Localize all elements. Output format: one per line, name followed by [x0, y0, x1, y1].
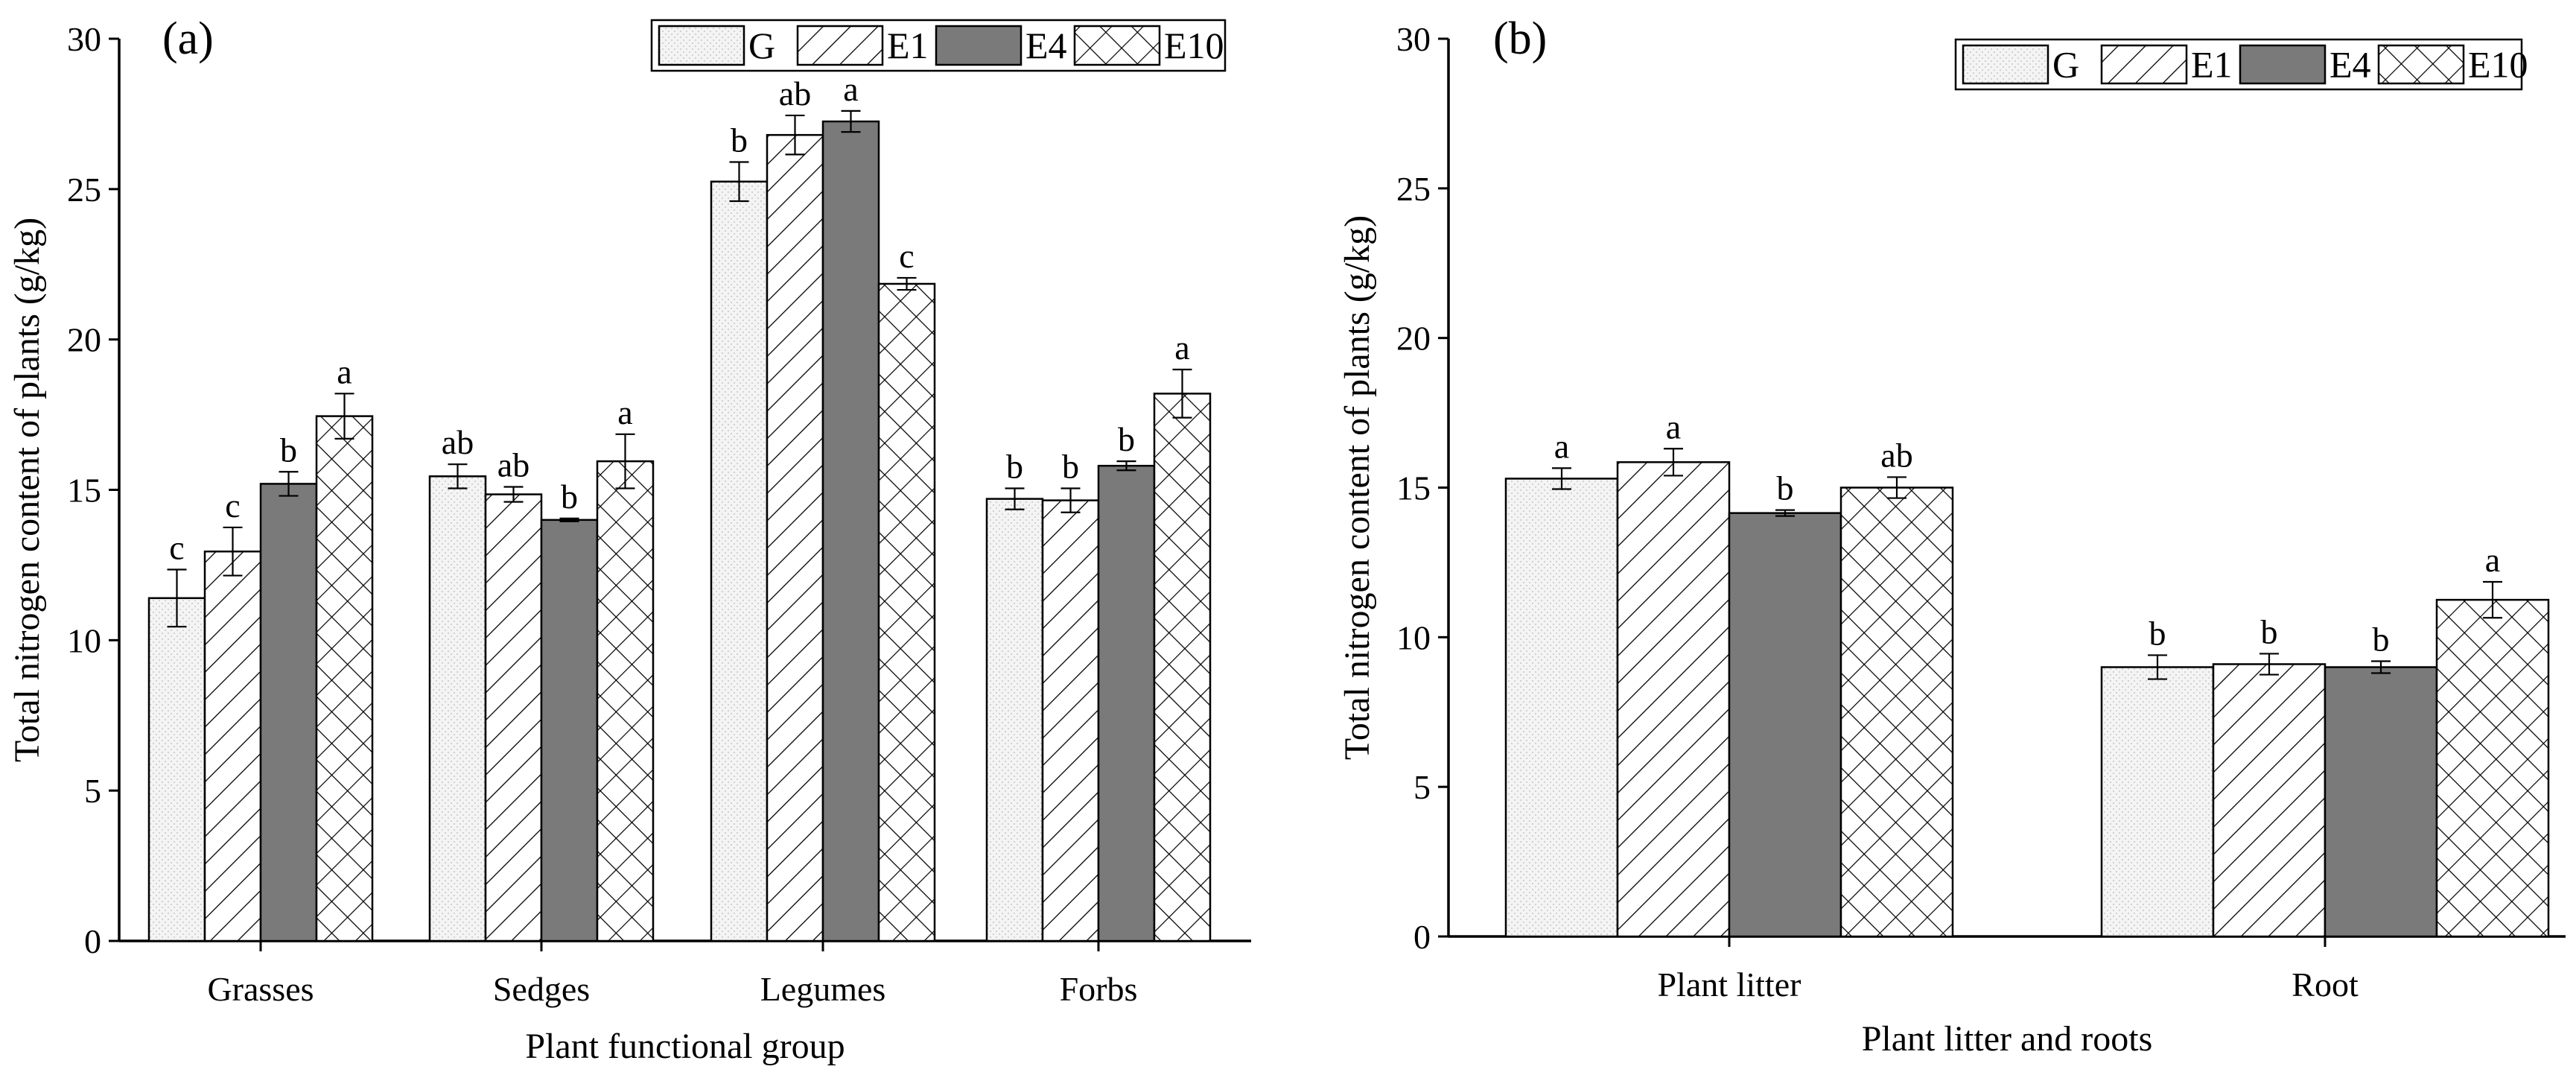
panel-a-legend-swatch-E4	[935, 25, 1023, 66]
panel-b-legend-swatch-G	[1962, 44, 2049, 85]
panel-a-legend-label-E10: E10	[1164, 25, 1224, 66]
panel-b-y-tick-label: 30	[1396, 20, 1431, 58]
panel-a-bar-E10-legumes	[877, 282, 936, 942]
panel-b-x-tick-label: Plant litter	[1658, 966, 1801, 1004]
panel-a-x-tick-label: Grasses	[207, 970, 314, 1008]
panel-b-y-tick-label: 10	[1396, 618, 1431, 656]
panel-b-legend-swatch-E4	[2239, 44, 2327, 85]
panel-a-significance-letter: a	[337, 352, 352, 390]
panel-b-label: (b)	[1493, 13, 1547, 64]
panel-a-significance-letter: ab	[497, 446, 529, 484]
panel-b-bar-E10-plant-litter	[1839, 486, 1954, 938]
panel-a-legend-swatch-E1	[796, 25, 884, 66]
panel-a-y-tick-label: 30	[67, 20, 101, 58]
panel-b-y-tick-label: 0	[1413, 918, 1431, 956]
panel-b-significance-letter: ab	[1880, 436, 1912, 474]
panel-b-significance-letter: b	[2373, 620, 2390, 658]
panel-a-bar-E1-forbs	[1041, 499, 1100, 942]
panel-b-y-tick-label: 20	[1396, 320, 1431, 358]
panel-a-y-tick-label: 10	[67, 621, 101, 659]
panel-b-legend-label-E4: E4	[2329, 44, 2371, 86]
panel-b-bar-E10-root	[2435, 598, 2550, 938]
panel-a-bar-E1-sedges	[484, 493, 543, 942]
panel-a-bar-G-grasses	[147, 597, 206, 942]
panel-a-bar-E1-legumes	[766, 133, 824, 942]
panel-b-significance-letter: a	[2485, 541, 2500, 579]
panel-a-x-axis-title: Plant functional group	[525, 1027, 845, 1066]
panel-a-bar-E4-legumes	[821, 120, 880, 942]
panel-a-significance-letter: b	[731, 121, 748, 159]
panel-b-bar-E1-plant-litter	[1616, 461, 1731, 938]
panel-a-legend-swatch-G	[658, 25, 745, 66]
panel-b-significance-letter: b	[2261, 612, 2278, 650]
panel-a-legend-label-G: G	[748, 25, 775, 66]
panel-a-bar-E4-grasses	[259, 483, 318, 942]
panel-a-label: (a)	[162, 13, 214, 64]
panel-a-bar-G-sedges	[428, 475, 487, 942]
panel-a-significance-letter: a	[1174, 329, 1189, 367]
panel-a-bar-E4-forbs	[1097, 464, 1156, 942]
panel-a-bar-E10-sedges	[596, 460, 655, 942]
panel-a-legend-swatch-E10	[1073, 25, 1161, 66]
panel-a-legend-label-E4: E4	[1025, 25, 1067, 66]
panel-a-bar-E10-grasses	[315, 415, 374, 942]
panel-b-significance-letter: a	[1554, 427, 1569, 465]
panel-b-bar-E4-plant-litter	[1728, 512, 1842, 938]
panel-a-significance-letter: b	[1006, 447, 1023, 485]
panel-b-y-tick-label: 5	[1413, 768, 1431, 806]
panel-b-significance-letter: b	[1777, 469, 1794, 507]
panel-a-significance-letter: c	[899, 237, 914, 275]
panel-a-significance-letter: a	[843, 70, 858, 108]
panel-b-bar-E1-root	[2212, 663, 2327, 938]
panel-a-bar-G-forbs	[985, 498, 1044, 942]
panel-a-significance-letter: b	[561, 478, 578, 516]
panel-a-significance-letter: c	[225, 486, 240, 524]
panel-a-bar-E10-forbs	[1153, 393, 1212, 942]
panel-b-bar-G-root	[2100, 666, 2215, 938]
panel-b-legend-label-E10: E10	[2468, 44, 2528, 86]
panel-b-x-tick-label: Root	[2292, 966, 2359, 1004]
panel-a-significance-letter: c	[169, 528, 184, 566]
panel-a-bar-E4-sedges	[540, 519, 599, 942]
panel-b-legend-swatch-E10	[2377, 44, 2465, 85]
panel-a-y-tick-label: 25	[67, 171, 101, 209]
panel-a-significance-letter: b	[1062, 447, 1079, 485]
panel-b-x-axis-title: Plant litter and roots	[1862, 1019, 2153, 1059]
panel-b-legend-label-G: G	[2052, 44, 2079, 86]
panel-a-y-tick-label: 0	[84, 922, 101, 960]
panel-b-bar-E4-root	[2324, 666, 2438, 938]
panel-b-legend-label-E1: E1	[2191, 44, 2233, 86]
panel-a-y-axis-title: Total nitrogen content of plants (g/kg)	[7, 218, 47, 762]
panel-a-bar-G-legumes	[710, 180, 769, 942]
panel-a-significance-letter: b	[1118, 420, 1135, 458]
panel-b-y-tick-label: 25	[1396, 170, 1431, 208]
panel-a-bar-E1-grasses	[203, 551, 262, 942]
panel-b-bar-G-plant-litter	[1504, 478, 1619, 938]
panel-a-significance-letter: b	[280, 431, 297, 469]
panel-a-legend-label-E1: E1	[887, 25, 929, 66]
panel-a-significance-letter: ab	[442, 423, 474, 461]
panel-b-legend: G E1 E4 E10	[1954, 38, 2528, 91]
panel-a-x-tick-label: Legumes	[760, 970, 886, 1008]
panel-a-x-tick-label: Sedges	[493, 970, 590, 1008]
panel-b-legend-swatch-E1	[2100, 44, 2188, 85]
panel-b-significance-letter: a	[1666, 408, 1681, 446]
panel-a-significance-letter: ab	[779, 75, 811, 112]
panel-a-y-tick-label: 15	[67, 472, 101, 510]
panel-a-significance-letter: a	[617, 393, 632, 431]
panel-b-significance-letter: b	[2149, 614, 2166, 652]
panel-a-legend: G E1 E4 E10	[650, 19, 1227, 72]
panel-a-y-tick-label: 5	[84, 772, 101, 810]
panel-a-y-tick-label: 20	[67, 321, 101, 359]
panel-b-y-tick-label: 15	[1396, 469, 1431, 507]
panel-b-y-axis-title: Total nitrogen content of plants (g/kg)	[1338, 215, 1377, 760]
panel-a-x-tick-label: Forbs	[1060, 970, 1138, 1008]
